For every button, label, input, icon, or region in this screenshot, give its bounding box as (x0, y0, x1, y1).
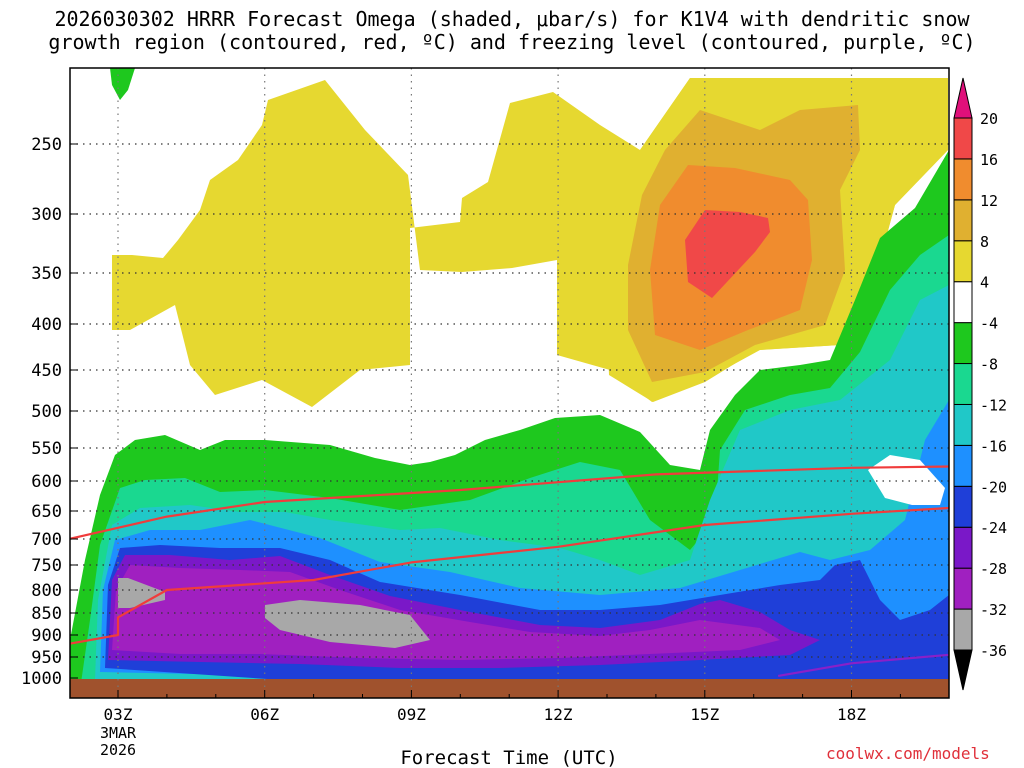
date-label-line1: 3MAR (100, 724, 137, 742)
gridlines (70, 68, 949, 698)
colorbar-label-8: 8 (980, 233, 989, 251)
y-tick-label-400: 400 (31, 315, 62, 335)
colorbar-segment-7 (953, 322, 973, 365)
colorbar-segment-10 (953, 199, 973, 242)
y-tick-label-600: 600 (31, 472, 62, 492)
dgz-contour--12C (70, 465, 949, 540)
y-tick-label-300: 300 (31, 205, 62, 225)
ground-surface (70, 679, 949, 698)
x-tick-label-18Z: 18Z (837, 705, 866, 724)
colorbar-label--36: -36 (980, 642, 1007, 660)
y-tick-label-900: 900 (31, 626, 62, 646)
colorbar-segment-1 (953, 567, 973, 610)
colorbar-segment-6 (953, 363, 973, 405)
colorbar-label--28: -28 (980, 560, 1007, 578)
omega-shading (70, 68, 949, 698)
colorbar-segment-5 (953, 403, 973, 446)
colorbar-segment-9 (953, 240, 973, 283)
colorbar-label-4: 4 (980, 274, 989, 292)
y-tick-label-650: 650 (31, 502, 62, 522)
y-tick-label-350: 350 (31, 264, 62, 284)
x-tick-label-06Z: 06Z (250, 705, 279, 724)
x-axis: 03Z 06Z 09Z 12Z 15Z 18Z (104, 690, 901, 724)
omega-region-neg32-neg36-a (118, 578, 165, 608)
colorbar-high-arrow (953, 77, 973, 119)
colorbar-label--4: -4 (980, 315, 998, 333)
omega-region-neg28-neg32 (112, 565, 780, 660)
y-tick-label-750: 750 (31, 556, 62, 576)
y-axis: 2503003504004505005506006507007508008509… (21, 135, 78, 689)
colorbar-segment-0 (953, 608, 973, 651)
y-tick-label-250: 250 (31, 135, 62, 155)
colorbar-label-12: 12 (980, 192, 998, 210)
colorbar-label--20: -20 (980, 478, 1007, 496)
colorbar-segment-11 (953, 158, 973, 201)
chart-title-line2: growth region (contoured, red, ºC) and f… (48, 30, 976, 54)
dgz-contour--18C (70, 506, 949, 645)
colorbar-segment-12 (953, 117, 973, 160)
x-tick-label-12Z: 12Z (544, 705, 573, 724)
colorbar-label--16: -16 (980, 437, 1007, 455)
omega-region-16-20 (685, 210, 770, 298)
y-tick-label-500: 500 (31, 402, 62, 422)
y-tick-label-450: 450 (31, 361, 62, 381)
contours (70, 465, 949, 677)
colorbar-label--32: -32 (980, 601, 1007, 619)
x-tick-label-03Z: 03Z (104, 705, 133, 724)
freezing-level-contour-0C (777, 653, 949, 677)
colorbar-label--12: -12 (980, 396, 1007, 414)
y-tick-label-700: 700 (31, 530, 62, 550)
chart-title-line1: 2026030302 HRRR Forecast Omega (shaded, … (54, 7, 970, 31)
colorbar-segment-4 (953, 444, 973, 487)
colorbar-low-arrow (953, 649, 973, 691)
omega-region-neg32-neg36-b (265, 600, 430, 648)
watermark: coolwx.com/models (826, 744, 990, 763)
omega-region-small-top-left (110, 68, 135, 100)
colorbar-label--24: -24 (980, 519, 1007, 537)
x-tick-label-15Z: 15Z (690, 705, 719, 724)
y-tick-label-850: 850 (31, 604, 62, 624)
y-tick-label-800: 800 (31, 581, 62, 601)
colorbar-label-20: 20 (980, 110, 998, 128)
date-label-line2: 2026 (100, 741, 136, 759)
colorbar-label-16: 16 (980, 151, 998, 169)
x-axis-label: Forecast Time (UTC) (400, 747, 617, 768)
colorbar-segment-2 (953, 526, 973, 569)
colorbar: -36 -32 -28 -24 -20 -16 -12 -8 -4 4 8 12 16 20 (953, 77, 1007, 691)
x-tick-label-09Z: 09Z (397, 705, 426, 724)
colorbar-label--8: -8 (980, 356, 998, 374)
colorbar-segment-8 (953, 281, 973, 324)
colorbar-segment-3 (953, 485, 973, 528)
y-tick-label-950: 950 (31, 648, 62, 668)
chart-title: 2026030302 HRRR Forecast Omega (shaded, … (0, 8, 1024, 54)
y-tick-label-550: 550 (31, 439, 62, 459)
y-tick-label-1000: 1000 (21, 669, 62, 689)
